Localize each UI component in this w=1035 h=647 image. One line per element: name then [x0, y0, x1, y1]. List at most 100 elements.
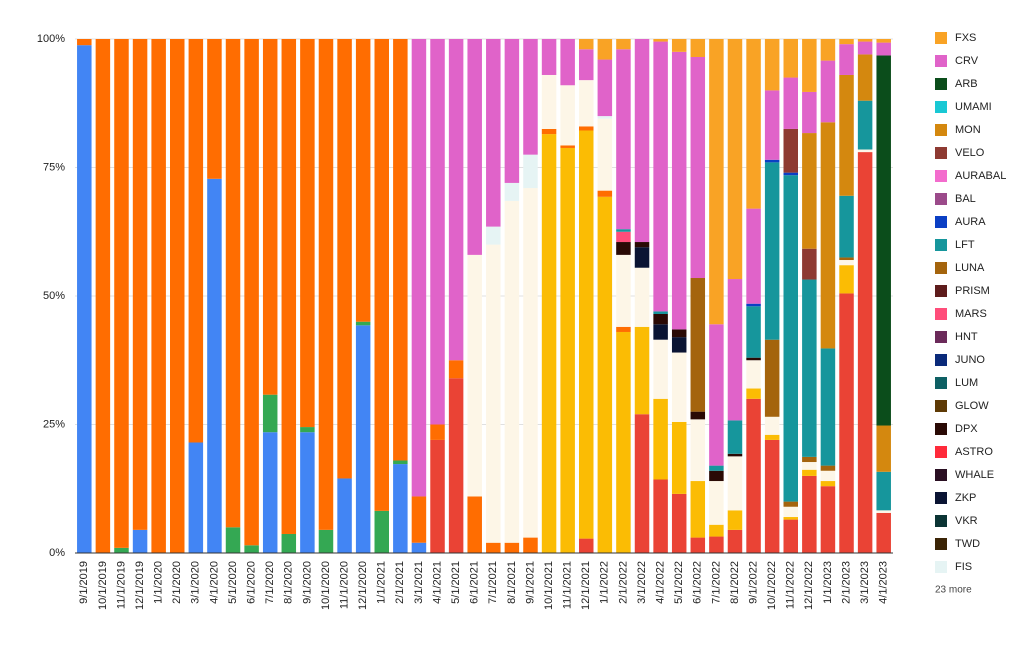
- bar-segment: [523, 537, 538, 553]
- legend-label: WHALE: [955, 469, 994, 481]
- bar-segment: [876, 471, 891, 511]
- bar-segment: [671, 51, 687, 330]
- x-tick-label: 6/1/2022: [692, 561, 704, 604]
- bar-segment: [839, 195, 854, 258]
- x-tick-label: 4/1/2023: [878, 561, 890, 604]
- legend-swatch: [935, 492, 947, 504]
- legend-swatch: [935, 400, 947, 412]
- x-tick-label: 2/1/2022: [617, 561, 629, 604]
- bar-segment: [820, 481, 836, 487]
- bar-segment: [597, 118, 613, 191]
- legend-label: ARB: [955, 78, 978, 90]
- legend-label: LUM: [955, 377, 978, 389]
- bar-segment: [839, 44, 854, 75]
- x-tick-label: 9/1/2019: [78, 561, 90, 604]
- x-tick-label: 8/1/2020: [283, 561, 295, 604]
- bar-segment: [393, 39, 408, 461]
- bar-segment: [690, 419, 706, 482]
- bar-segment: [671, 329, 687, 338]
- x-tick-label: 2/1/2021: [394, 561, 406, 604]
- bar-segment: [709, 465, 724, 471]
- legend-label: MON: [955, 124, 981, 136]
- legend-label: MARS: [955, 308, 987, 320]
- bar-segment: [541, 134, 557, 553]
- bar-segment: [244, 39, 259, 546]
- bar-segment: [709, 481, 724, 525]
- bar-segment: [578, 126, 594, 131]
- bar-segment: [300, 432, 315, 553]
- x-tick-label: 11/1/2022: [785, 561, 797, 609]
- y-tick-label: 100%: [37, 33, 65, 45]
- legend-label: VELO: [955, 147, 985, 159]
- bar-segment: [802, 133, 817, 249]
- bar-segment: [188, 442, 204, 553]
- bar-segment: [783, 519, 799, 553]
- bar-segment: [411, 39, 427, 497]
- bar-segment: [839, 260, 854, 266]
- bar-segment: [430, 424, 445, 440]
- bar-segment: [671, 493, 687, 553]
- bar-segment: [671, 39, 687, 52]
- bar-segment: [820, 348, 836, 466]
- bar-segment: [876, 512, 891, 553]
- bar-segment: [114, 39, 129, 548]
- bar-segment: [114, 547, 129, 553]
- bar-segment: [802, 91, 817, 134]
- bar-segment: [634, 247, 650, 268]
- x-tick-label: 4/1/2021: [431, 561, 443, 604]
- x-tick-label: 10/1/2022: [766, 561, 778, 610]
- bar-segment: [411, 542, 427, 553]
- bar-segment: [430, 439, 445, 553]
- legend-label: FXS: [955, 32, 976, 44]
- x-tick-label: 2/1/2023: [840, 561, 852, 604]
- x-tick-label: 10/1/2020: [320, 561, 332, 610]
- bar-segment: [764, 39, 780, 91]
- x-tick-label: 4/1/2022: [655, 561, 667, 604]
- bar-segment: [355, 325, 371, 553]
- bar-segment: [616, 229, 631, 232]
- bar-segment: [486, 39, 501, 227]
- bar-segment: [616, 326, 631, 332]
- bar-segment: [820, 60, 836, 123]
- bar-segment: [634, 39, 650, 243]
- bar-segment: [634, 242, 650, 248]
- bar-segment: [244, 545, 259, 553]
- x-tick-label: 5/1/2021: [450, 561, 462, 604]
- bar-segment: [709, 536, 724, 553]
- bar-segment: [727, 39, 743, 280]
- legend-swatch: [935, 78, 947, 90]
- bar-segment: [820, 465, 836, 471]
- legend-label: LUNA: [955, 262, 985, 274]
- legend-swatch: [935, 331, 947, 343]
- bar-segment: [690, 39, 706, 57]
- bar-segment: [188, 39, 204, 443]
- x-tick-label: 4/1/2020: [208, 561, 220, 604]
- bar-segment: [764, 159, 780, 163]
- legend-swatch: [935, 515, 947, 527]
- bar-segment: [523, 39, 538, 155]
- legend-label: CRV: [955, 55, 979, 67]
- bar-segment: [355, 321, 371, 326]
- bar-segment: [727, 279, 743, 421]
- bar-segment: [616, 39, 631, 50]
- bar-segment: [616, 254, 631, 327]
- bar-segment: [653, 398, 668, 480]
- bar-segment: [764, 439, 780, 553]
- bar-segment: [634, 326, 650, 415]
- legend-swatch: [935, 216, 947, 228]
- bar-segment: [690, 411, 706, 420]
- bar-segment: [802, 248, 817, 280]
- bar-segment: [876, 39, 891, 43]
- bar-segment: [820, 486, 836, 553]
- bar-segment: [746, 39, 761, 209]
- bar-segment: [876, 55, 891, 426]
- y-tick-label: 25%: [43, 418, 65, 430]
- bar-segment: [467, 254, 482, 497]
- x-tick-label: 1/1/2023: [822, 561, 834, 604]
- bar-segment: [746, 303, 761, 307]
- legend-label: VKR: [955, 515, 978, 527]
- bar-segment: [616, 49, 631, 230]
- bar-segment: [764, 90, 780, 160]
- bar-segment: [727, 456, 743, 511]
- bar-segment: [616, 242, 631, 255]
